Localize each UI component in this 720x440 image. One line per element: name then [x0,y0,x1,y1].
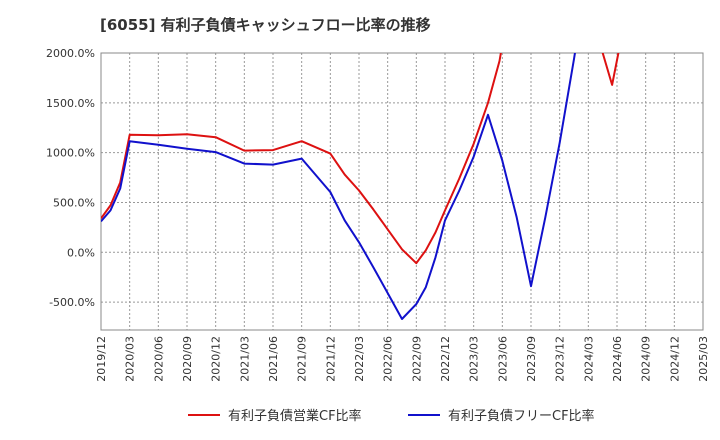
legend: 有利子負債営業CF比率 有利子負債フリーCF比率 [188,408,595,424]
x-tick-label: 2020/06 [152,336,165,382]
x-tick-label: 2020/12 [210,336,223,382]
chart-title: [6055] 有利子負債キャッシュフロー比率の推移 [100,16,431,34]
series-layer [101,53,620,320]
x-tick-label: 2022/06 [382,336,395,382]
y-tick-label: 500.0% [53,196,95,209]
y-tick-label: 1500.0% [46,97,95,110]
x-tick-label: 2021/06 [267,336,280,382]
x-tick-label: 2021/03 [238,336,251,382]
x-tick-label: 2024/09 [640,336,653,382]
y-tick-label: 1000.0% [46,147,95,160]
y-tick-label: -500.0% [49,296,95,309]
grid [100,52,704,330]
y-tick-label: 2000.0% [46,47,95,60]
x-tick-label: 2022/09 [410,336,423,382]
x-tick-label: 2024/12 [668,336,681,382]
x-tick-label: 2023/09 [525,336,538,382]
x-tick-label: 2024/06 [611,336,624,382]
legend-label-1: 有利子負債営業CF比率 [228,408,362,424]
x-tick-label: 2022/03 [353,336,366,382]
x-tick-label: 2020/09 [181,336,194,382]
x-tick-label: 2021/12 [324,336,337,382]
x-tick-label: 2022/12 [439,336,452,382]
x-axis-ticks: 2019/12 2020/03 2020/06 2020/09 2020/12 2021/… [95,336,710,382]
x-tick-label: 2023/06 [496,336,509,382]
plot-area [100,52,704,331]
series-line-1 [101,53,620,265]
x-tick-label: 2019/12 [95,336,108,382]
y-axis-ticks: -500.0% 0.0% 500.0% 1000.0% 1500.0% 2000.0% [46,47,95,309]
x-tick-label: 2023/12 [554,336,567,382]
x-tick-label: 2025/03 [697,336,710,382]
x-tick-label: 2023/03 [468,336,481,382]
series-line-2 [101,53,576,320]
x-tick-label: 2024/03 [582,336,595,382]
y-tick-label: 0.0% [67,246,95,259]
x-tick-label: 2020/03 [124,336,137,382]
legend-label-2: 有利子負債フリーCF比率 [448,408,595,424]
x-tick-label: 2021/09 [296,336,309,382]
